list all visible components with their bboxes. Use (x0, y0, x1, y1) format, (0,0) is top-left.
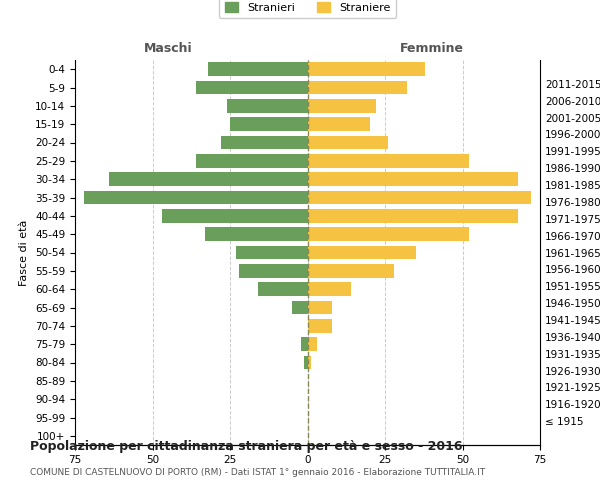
Bar (221, 136, 308, 149)
Bar (258, 282, 308, 296)
Text: Femmine: Femmine (400, 42, 464, 56)
Bar (308, 99, 376, 112)
Bar (308, 282, 351, 296)
Bar (227, 99, 308, 112)
Bar (205, 228, 308, 241)
Bar (308, 319, 332, 332)
Bar (236, 246, 308, 260)
Bar (301, 338, 308, 351)
Text: Maschi: Maschi (143, 42, 193, 56)
Bar (292, 300, 308, 314)
Bar (196, 154, 308, 168)
Bar (308, 62, 425, 76)
Bar (308, 80, 407, 94)
Y-axis label: Fasce di età: Fasce di età (19, 220, 29, 286)
Bar (208, 62, 308, 76)
Bar (308, 209, 518, 222)
Bar (308, 190, 531, 204)
Bar (162, 209, 308, 222)
Bar (308, 136, 388, 149)
Bar (308, 338, 317, 351)
Bar (308, 300, 332, 314)
Bar (196, 80, 308, 94)
Bar (308, 118, 370, 131)
Bar (308, 228, 469, 241)
Bar (109, 172, 308, 186)
Bar (308, 172, 518, 186)
Bar (304, 356, 308, 370)
Bar (308, 246, 416, 260)
Text: COMUNE DI CASTELNUOVO DI PORTO (RM) - Dati ISTAT 1° gennaio 2016 - Elaborazione : COMUNE DI CASTELNUOVO DI PORTO (RM) - Da… (30, 468, 485, 477)
Bar (239, 264, 308, 278)
Bar (308, 264, 394, 278)
Text: Popolazione per cittadinanza straniera per età e sesso - 2016: Popolazione per cittadinanza straniera p… (30, 440, 463, 453)
Bar (308, 154, 469, 168)
Legend: Stranieri, Straniere: Stranieri, Straniere (219, 0, 396, 18)
Bar (308, 356, 311, 370)
Bar (230, 118, 308, 131)
Y-axis label: Anni di nascita: Anni di nascita (597, 211, 600, 294)
Bar (84, 190, 308, 204)
